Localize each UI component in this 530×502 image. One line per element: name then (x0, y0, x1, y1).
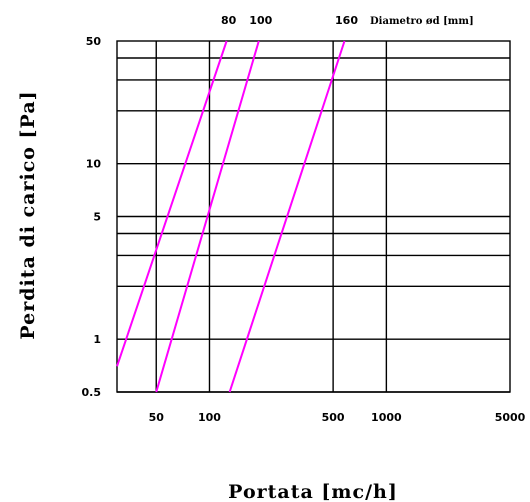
y-tick-label: 50 (86, 35, 102, 48)
y-tick-label: 10 (86, 158, 102, 171)
x-tick-label: 5000 (495, 411, 526, 424)
x-axis-title: Portata [mc/h] (228, 481, 398, 502)
series-label-100: 100 (249, 14, 272, 27)
x-tick-label: 1000 (371, 411, 402, 424)
x-tick-label: 100 (198, 411, 221, 424)
y-tick-label: 0.5 (82, 386, 102, 399)
chart-grid (116, 40, 511, 393)
y-tick-label: 1 (93, 333, 101, 346)
series-line-160 (228, 40, 346, 393)
chart-tick-labels: 50 100 500 1000 5000 0.5 1 5 10 50 (82, 35, 526, 424)
x-tick-label: 500 (322, 411, 345, 424)
x-tick-label: 50 (149, 411, 165, 424)
chart-series-group: 80 100 160 (116, 14, 358, 393)
y-axis-title: Perdita di carico [Pa] (17, 90, 39, 339)
series-label-160: 160 (335, 14, 358, 27)
series-label-80: 80 (221, 14, 237, 27)
y-tick-label: 5 (93, 211, 101, 224)
legend-title: Diametro ød [mm] (370, 16, 474, 27)
series-line-80 (116, 40, 228, 367)
series-line-100 (155, 40, 260, 393)
